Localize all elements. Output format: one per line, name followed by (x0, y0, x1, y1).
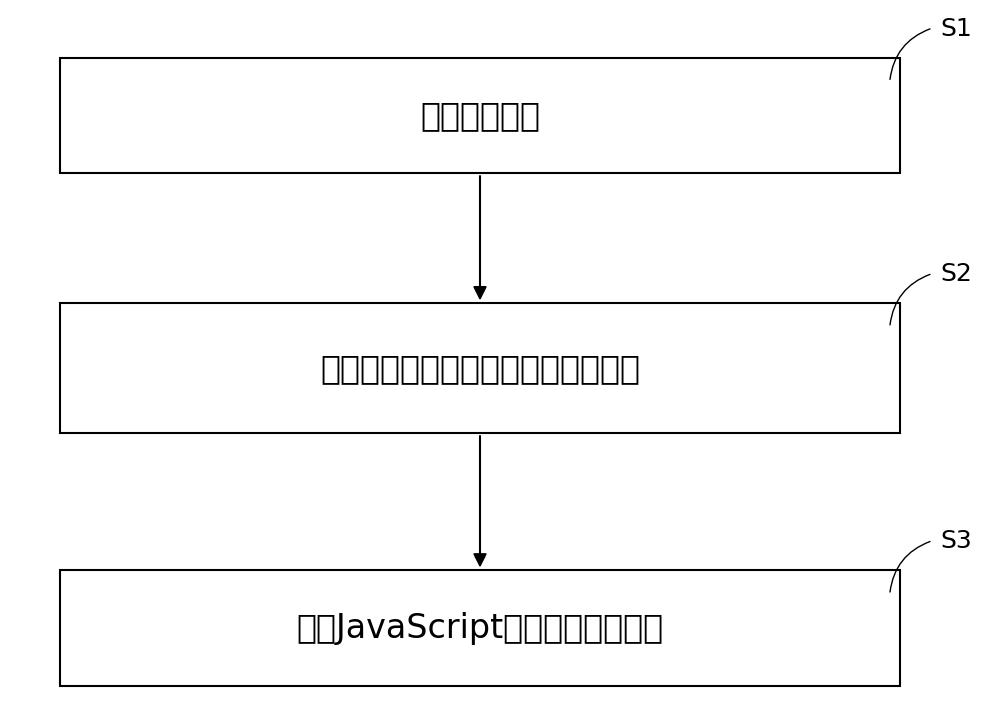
Text: 确定二维元素组成的三维元素的形状: 确定二维元素组成的三维元素的形状 (320, 352, 640, 385)
Text: S1: S1 (940, 17, 972, 41)
Bar (60, 570, 900, 686)
Text: S3: S3 (940, 529, 972, 554)
Text: 使用JavaScript方法实现三维效果: 使用JavaScript方法实现三维效果 (296, 612, 664, 645)
Text: 确定二维元素: 确定二维元素 (420, 99, 540, 132)
Bar (60, 58, 900, 173)
Bar (60, 303, 900, 433)
Text: S2: S2 (940, 262, 972, 287)
